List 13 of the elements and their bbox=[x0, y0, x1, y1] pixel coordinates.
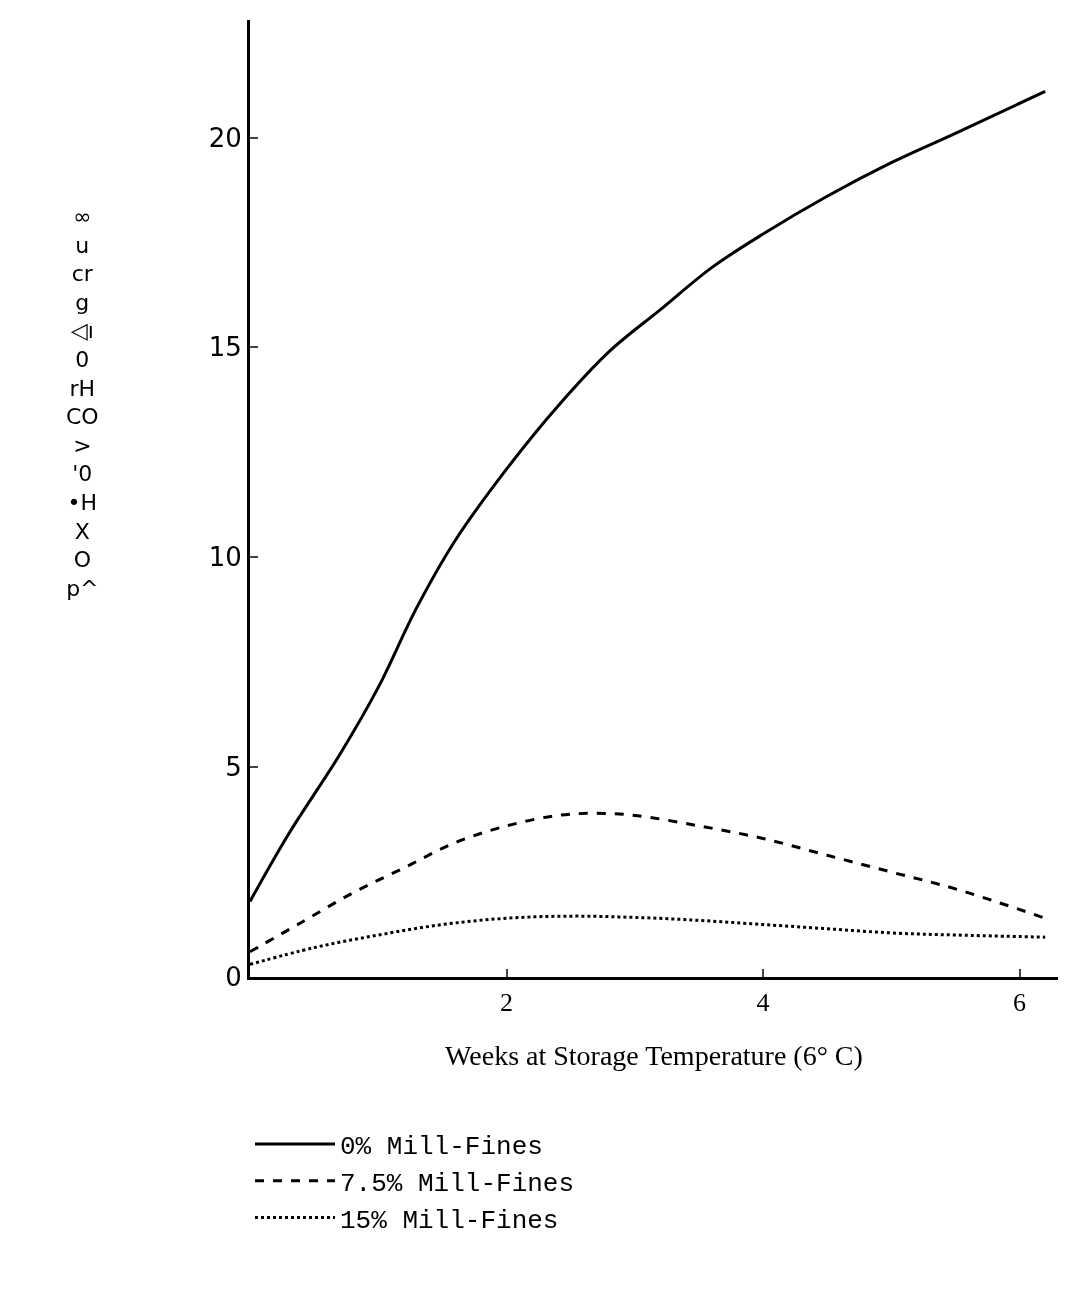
x-tick-label: 4 bbox=[756, 988, 770, 1018]
x-tick-label: 2 bbox=[500, 988, 514, 1018]
y-tick-label: 0 bbox=[225, 962, 242, 993]
text: ∞ u cr g ◁ı 0 rH CO > '0 •H X O p^ bbox=[66, 204, 99, 601]
legend-label: 7.5% Mill-Fines bbox=[340, 1168, 575, 1199]
y-tick-label: 20 bbox=[208, 122, 242, 153]
legend-label: 0% Mill-Fines bbox=[340, 1132, 543, 1163]
x-axis-title: Weeks at Storage Temperature (6° C) bbox=[445, 1040, 863, 1072]
y-tick-label: 5 bbox=[225, 752, 242, 783]
y-tick-label: 10 bbox=[208, 542, 242, 573]
y-tick-label: 15 bbox=[208, 332, 242, 363]
legend-label: 15% Mill-Fines bbox=[340, 1205, 559, 1236]
x-tick-label: 6 bbox=[1013, 988, 1027, 1018]
